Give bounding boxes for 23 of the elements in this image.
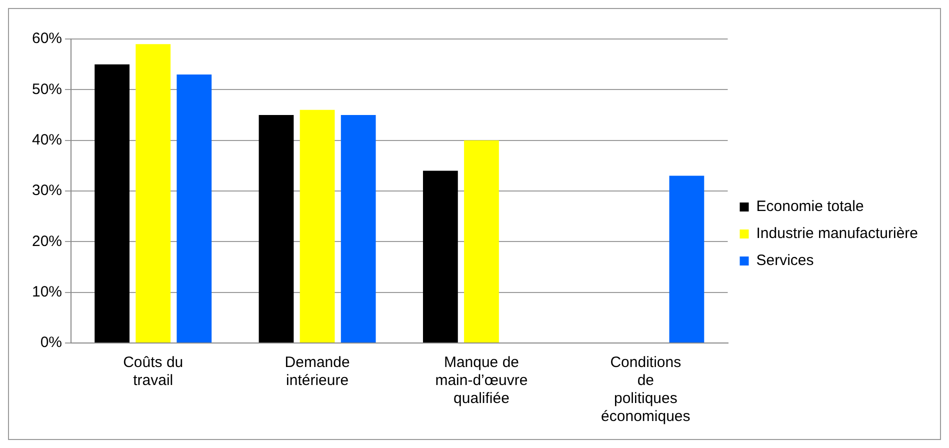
legend-label: Services [756, 252, 814, 270]
bar [300, 110, 335, 342]
bar [422, 170, 458, 342]
x-tick-label: Demande intérieure [284, 354, 350, 390]
x-tick-label: Coûts du travail [123, 354, 184, 390]
y-tick-label: 40% [32, 131, 62, 148]
y-tick-label: 0% [40, 334, 62, 352]
legend-label: Industrie manufacturière [756, 225, 918, 242]
x-tick-label: Conditions de politiques économiques [601, 354, 690, 426]
bar [669, 176, 704, 342]
bar [94, 64, 130, 342]
x-tick-label: Manque de main-d’œuvre qualifiée [435, 354, 528, 408]
y-tick-label: 10% [32, 283, 62, 300]
bar [464, 140, 499, 342]
y-tick-label: 30% [32, 182, 62, 200]
y-tick-label: 50% [32, 80, 62, 98]
y-tick-label: 20% [32, 232, 62, 250]
legend-label: Economie totale [756, 198, 864, 216]
y-tick-label: 60% [32, 30, 62, 48]
bar [176, 74, 212, 342]
bar [136, 44, 171, 342]
bar [340, 115, 376, 342]
bar [258, 115, 294, 342]
